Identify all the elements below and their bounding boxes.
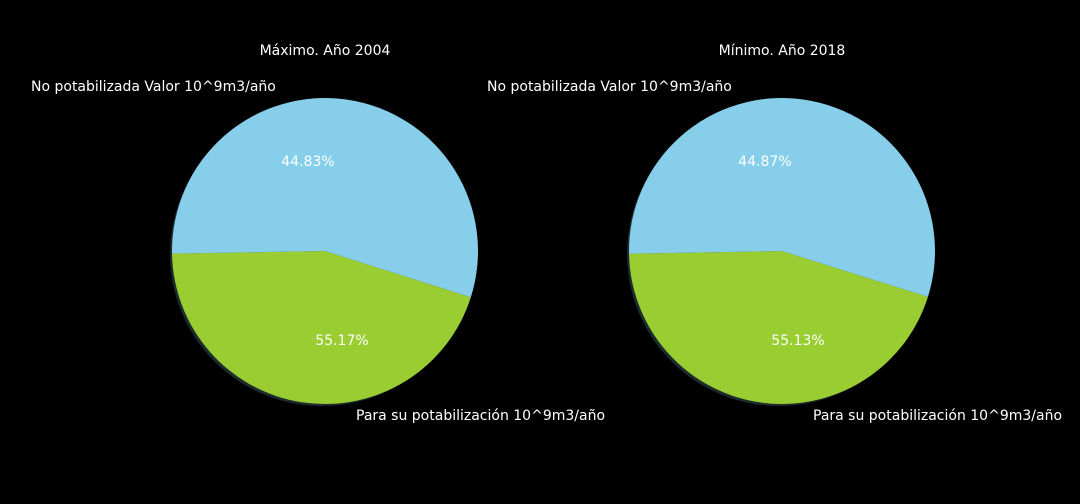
- pie-percent-label-potabilizacion: 55.13%: [771, 333, 824, 349]
- pie-percent-label-no-potabilizada: 44.83%: [281, 154, 334, 170]
- pie-category-label-potabilizacion: Para su potabilización 10^9m3/año: [356, 408, 605, 424]
- chart-title: Máximo. Año 2004: [260, 43, 391, 59]
- pie-slice-no-potabilizada: [172, 251, 471, 405]
- pie-chart-2018: Mínimo. Año 2018 44.87% 55.13% No potabi…: [487, 43, 1062, 424]
- pie-slice-potabilizacion: [628, 98, 935, 297]
- pie-percent-label-no-potabilizada: 44.87%: [738, 154, 791, 170]
- pie-category-label-no-potabilizada: No potabilizada Valor 10^9m3/año: [31, 79, 276, 95]
- pie-chart-2004: Máximo. Año 2004 44.83% 55.17% No potabi…: [31, 43, 605, 424]
- pie-category-label-potabilizacion: Para su potabilización 10^9m3/año: [813, 408, 1062, 424]
- pie-slice-no-potabilizada: [629, 251, 928, 405]
- pie-slice-potabilizacion: [171, 98, 478, 298]
- pie-percent-label-potabilizacion: 55.17%: [315, 333, 368, 349]
- pie-category-label-no-potabilizada: No potabilizada Valor 10^9m3/año: [487, 79, 732, 95]
- chart-title: Mínimo. Año 2018: [719, 43, 846, 59]
